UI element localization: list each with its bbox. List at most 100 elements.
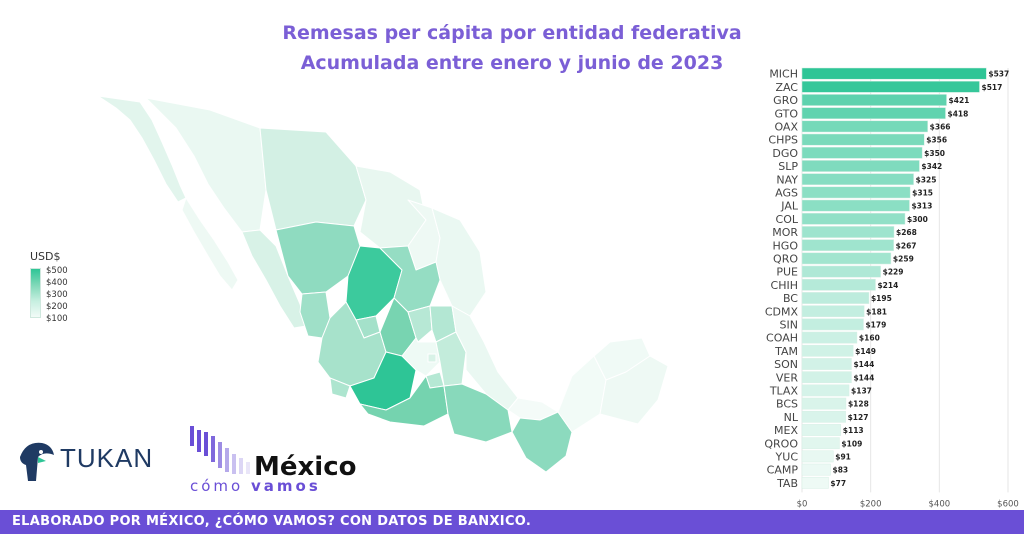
bar-yuc [801,450,834,463]
map-state-bcs [181,197,239,291]
bar-jal [801,199,910,212]
category-label: BCS [776,398,798,411]
color-legend: USD$ $500 $400 $300 $200 $100 [30,250,68,324]
category-label: CHIH [771,279,798,292]
value-label: $113 [843,426,864,435]
x-tick-label: $0 [797,499,808,509]
category-label: ZAC [775,81,798,94]
bar-zac [801,80,980,93]
bar-mor [801,226,895,238]
value-label: $229 [883,268,904,277]
x-tick-label: $200 [860,499,882,509]
map-state-cdmx [427,353,437,363]
map-state-qro [407,305,433,343]
legend-tick: $100 [46,314,68,324]
bar-bcs [801,397,847,410]
category-label: GTO [774,107,798,120]
category-label: TAB [776,477,798,490]
category-label: CDMX [765,305,799,318]
category-label: DGO [772,147,798,160]
map-state-camp [557,355,607,433]
category-label: TLAX [769,385,799,398]
value-label: $267 [896,241,917,250]
category-label: QROO [764,437,798,450]
bar-chps [801,133,925,146]
value-label: $537 [988,70,1009,79]
bar-ver [801,371,852,384]
bar-chart: $0 $200 $400 $600 MICH $537 ZAC $517 GRO $421 GTO $… [764,67,1018,510]
value-label: $181 [866,307,887,316]
category-label: BC [783,292,798,305]
footer-bar: ELABORADO POR MÉXICO, ¿CÓMO VAMOS? CON D… [0,510,1024,534]
category-label: QRO [773,253,798,266]
category-label: NL [784,411,799,424]
category-label: SIN [780,319,798,332]
category-label: JAL [780,200,799,213]
legend-tick: $400 [46,278,68,288]
value-label: $214 [877,281,898,290]
category-label: MOR [772,226,798,239]
value-label: $366 [930,123,951,132]
bar-cdmx [801,305,865,318]
mcv-tagline: cómo vamos [190,477,321,495]
mcv-tagline-bold: vamos [251,477,321,495]
value-label: $517 [982,83,1003,92]
bar-sin [801,318,864,331]
legend-tick: $200 [46,302,68,312]
category-label: SON [774,358,798,371]
bar-qro [801,252,892,265]
value-label: $83 [832,466,848,475]
legend-tick: $500 [46,266,68,276]
category-label: YUC [775,451,799,464]
legend-tick: $300 [46,290,68,300]
bar-gro [801,94,947,106]
value-label: $179 [865,321,886,330]
mcv-tagline-light: cómo [190,477,244,495]
category-label: TAM [774,345,798,358]
bar-tab [801,476,829,489]
mexico-como-vamos-logo: México cómo vamos [186,422,386,497]
value-label: $137 [851,387,872,396]
bar-mich [801,67,987,80]
value-label: $421 [949,96,970,105]
bar-bc [801,292,870,304]
category-label: MICH [769,68,798,81]
value-label: $300 [907,215,928,224]
value-label: $91 [835,453,851,462]
category-label: VER [776,371,798,384]
bar-nay [801,173,914,186]
bar-coah [801,331,858,344]
legend-color-bar [30,268,41,318]
bar-pue [801,265,881,278]
value-label: $350 [924,149,945,158]
bar-ags [801,186,911,199]
category-label: AGS [775,187,798,200]
category-label: MEX [774,424,798,437]
map-state-bc [97,95,187,203]
bar-gto [801,107,946,120]
value-label: $418 [948,109,969,118]
bar-hgo [801,239,894,252]
bar-son [801,358,852,370]
bar-tlax [801,384,850,397]
bar-tam [801,344,854,357]
map-state-qroo [599,355,669,425]
map-state-tam [431,207,487,317]
bar-nl [801,410,846,423]
map-state-chps [511,411,573,473]
bars-icon [190,426,250,474]
value-label: $268 [896,228,917,237]
value-label: $149 [855,347,876,356]
x-tick-label: $400 [929,499,951,509]
bar-col [801,212,906,225]
category-label: GRO [773,94,798,107]
bar-slp [801,160,920,172]
category-label: CHPS [768,134,798,147]
value-label: $356 [926,136,947,145]
mcv-wordmark: México [254,452,357,482]
chart-title-line1: Remesas per cápita por entidad federativ… [282,22,742,44]
category-label: PUE [776,266,798,279]
category-label: COL [776,213,799,226]
map-state-col [329,377,351,399]
value-label: $128 [848,400,869,409]
